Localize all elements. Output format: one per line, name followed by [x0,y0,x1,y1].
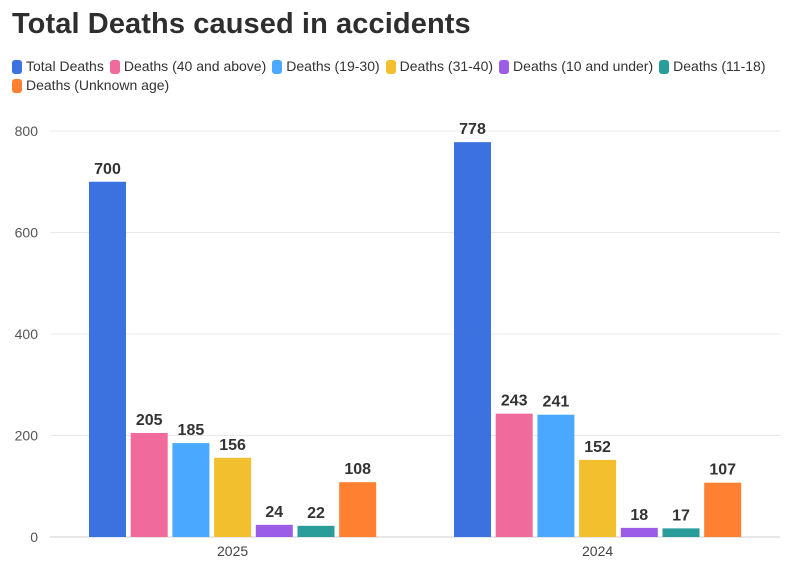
legend-swatch [659,59,670,74]
bar-2025-series-3 [172,443,210,537]
legend-item[interactable]: Total Deaths [12,59,104,74]
legend-label: Deaths (11-18) [673,58,766,74]
legend-swatch [499,59,510,74]
bar-2024-series-2 [495,413,533,537]
bar-value-label: 243 [501,393,528,410]
bar-value-label: 205 [136,412,163,429]
x-category-label: 2024 [582,543,613,559]
legend-swatch [12,78,22,93]
legend-swatch [272,59,283,74]
bar-value-label: 778 [459,121,486,138]
bar-2024-series-6 [662,528,700,537]
bar-2025-series-7 [339,482,377,537]
legend-item[interactable]: Deaths (19-30) [272,58,380,74]
bar-2024-series-4 [579,459,617,537]
bar-value-label: 700 [94,161,121,178]
bar-2025-series-1 [89,181,126,537]
bar-2024-series-1 [454,142,491,538]
bar-value-label: 18 [630,507,648,524]
bar-2025-series-6 [297,525,335,537]
legend-label: Total Deaths [26,58,104,74]
legend-item[interactable]: Deaths (40 and above) [109,58,267,74]
chart-title: Total Deaths caused in accidents [12,8,471,40]
bar-2024-series-3 [537,414,575,537]
y-tick-label: 0 [30,529,38,545]
legend: Total Deaths Deaths (40 and above) Deaths … [12,59,772,93]
legend-label: Deaths (19-30) [286,58,380,74]
legend-label: Deaths (10 and under) [513,58,654,74]
bar-2024-series-5 [620,527,658,537]
bar-value-label: 108 [344,461,371,478]
bar-2024-series-7 [704,482,742,537]
legend-item[interactable]: Deaths (11-18) [659,59,765,74]
bar-2025-series-4 [214,457,252,537]
y-tick-label: 800 [15,123,39,139]
legend-swatch [109,59,120,74]
legend-item[interactable]: Deaths (10 and under) [499,59,653,74]
legend-swatch [385,59,396,74]
bar-value-label: 185 [178,422,205,439]
bar-value-label: 241 [543,394,570,411]
bar-value-label: 156 [219,437,246,454]
bar-value-label: 24 [265,504,283,521]
y-tick-label: 200 [15,428,39,444]
legend-swatch [12,59,22,74]
bar-value-label: 107 [709,462,736,479]
legend-item[interactable]: Deaths (31-40) [385,58,494,74]
bar-2025-series-5 [255,524,293,537]
legend-label: Deaths (40 and above) [123,58,267,74]
y-tick-label: 600 [15,225,39,241]
x-category-label: 2025 [217,543,248,559]
bar-2025-series-2 [130,432,168,537]
legend-item[interactable]: Deaths (Unknown age) [12,78,169,93]
bar-value-label: 152 [584,439,611,456]
bar-value-label: 17 [672,507,690,524]
legend-label: Deaths (Unknown age) [26,77,170,93]
bar-value-label: 22 [307,505,325,522]
legend-label: Deaths (31-40) [399,58,494,74]
y-tick-label: 400 [15,326,39,342]
